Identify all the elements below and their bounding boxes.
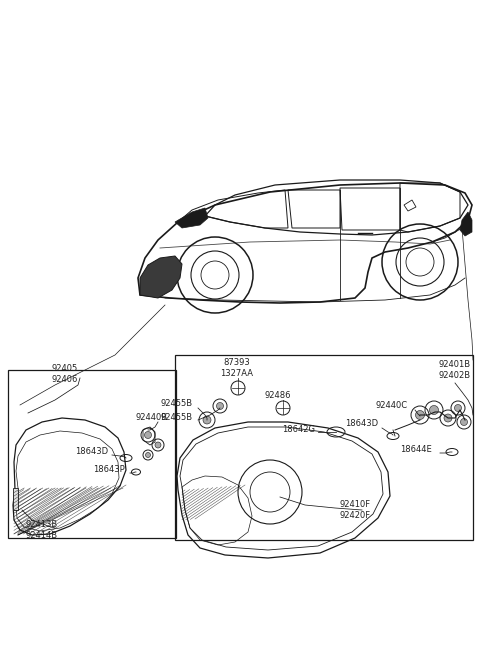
Circle shape: [144, 432, 152, 438]
Circle shape: [155, 442, 161, 448]
Text: 92440C: 92440C: [376, 402, 408, 411]
Circle shape: [416, 411, 424, 419]
Text: 18644E: 18644E: [400, 445, 432, 455]
Text: 92455B: 92455B: [161, 398, 193, 407]
Circle shape: [216, 403, 224, 409]
Polygon shape: [140, 256, 182, 298]
Circle shape: [145, 453, 151, 457]
Text: 87393
1327AA: 87393 1327AA: [220, 358, 253, 378]
Text: 92440B: 92440B: [136, 413, 168, 422]
Polygon shape: [13, 488, 18, 510]
Text: 92413B
92414B: 92413B 92414B: [26, 520, 58, 540]
Bar: [175, 355, 473, 540]
Polygon shape: [175, 208, 208, 228]
Text: 92405
92406: 92405 92406: [52, 364, 78, 384]
Text: 18642G: 18642G: [282, 426, 315, 434]
Circle shape: [455, 405, 461, 411]
Text: 18643D: 18643D: [345, 419, 378, 428]
Circle shape: [444, 414, 452, 422]
Text: 92410F
92420F: 92410F 92420F: [339, 500, 371, 519]
Text: 18643P: 18643P: [93, 466, 125, 474]
Circle shape: [203, 416, 211, 424]
Bar: [8, 370, 176, 538]
Text: 92401B
92402B: 92401B 92402B: [439, 360, 471, 380]
Circle shape: [460, 419, 468, 426]
Text: 92486: 92486: [265, 392, 291, 400]
Text: 92455B: 92455B: [161, 413, 193, 422]
Text: 18643D: 18643D: [75, 447, 108, 457]
Circle shape: [430, 405, 439, 415]
Polygon shape: [460, 212, 472, 236]
